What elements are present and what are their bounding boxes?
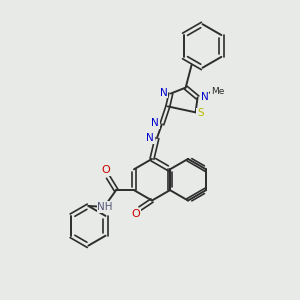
Text: N: N [151,118,159,128]
Text: O: O [102,165,111,175]
Text: Me: Me [211,87,224,96]
Text: N: N [201,92,208,101]
Text: N: N [160,88,168,98]
Text: N: N [146,133,154,143]
Text: O: O [132,209,140,219]
Text: NH: NH [98,202,113,212]
Text: S: S [197,108,204,118]
